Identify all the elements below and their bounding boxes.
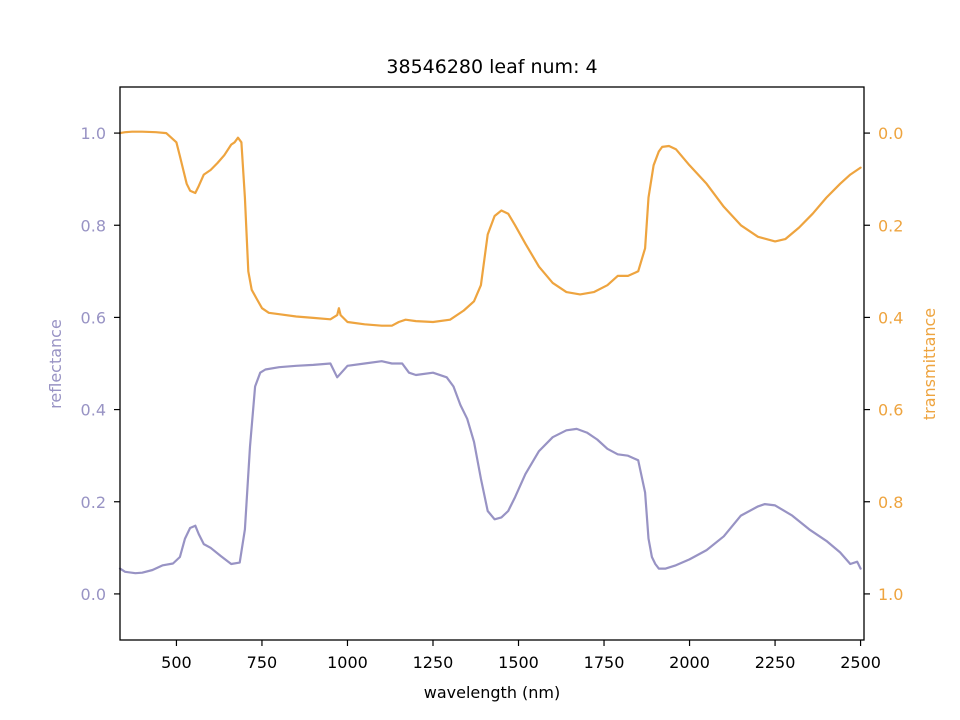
right-y-tick-label: 0.4 — [878, 308, 903, 327]
x-tick-label: 2250 — [755, 653, 796, 672]
x-axis-ticks: 500 750 1000 1250 1500 1750 2000 2250 2500 — [161, 640, 881, 672]
x-tick-label: 1250 — [413, 653, 454, 672]
x-tick-label: 750 — [247, 653, 278, 672]
chart-title: 38546280 leaf num: 4 — [386, 56, 597, 78]
right-y-tick-label: 0.0 — [878, 124, 903, 143]
reflectance-line — [118, 360, 862, 575]
x-tick-label: 500 — [161, 653, 192, 672]
right-y-tick-label: 1.0 — [878, 585, 903, 604]
left-y-tick-label: 1.0 — [81, 124, 106, 143]
left-y-tick-label: 0.2 — [81, 493, 106, 512]
left-y-axis-label: reflectance — [46, 319, 65, 409]
plot-area — [118, 86, 865, 641]
right-y-axis-ticks: 0.0 0.2 0.4 0.6 0.8 1.0 — [864, 124, 903, 604]
x-tick-label: 2500 — [840, 653, 881, 672]
plot-frame — [119, 86, 865, 641]
left-y-tick-label: 0.6 — [81, 308, 106, 327]
x-tick-label: 2000 — [669, 653, 710, 672]
right-y-tick-label: 0.2 — [878, 216, 903, 235]
left-y-tick-label: 0.8 — [81, 216, 106, 235]
x-tick-label: 1750 — [584, 653, 625, 672]
right-y-tick-label: 0.6 — [878, 401, 903, 420]
left-y-axis-ticks: 0.0 0.2 0.4 0.6 0.8 1.0 — [81, 124, 120, 604]
left-y-tick-label: 0.0 — [81, 585, 106, 604]
series-group — [118, 130, 862, 575]
x-tick-label: 1000 — [327, 653, 368, 672]
right-y-tick-label: 0.8 — [878, 493, 903, 512]
x-axis-label: wavelength (nm) — [424, 683, 561, 702]
x-tick-label: 1500 — [498, 653, 539, 672]
left-y-tick-label: 0.4 — [81, 401, 106, 420]
transmittance-line — [118, 130, 862, 327]
right-y-axis-label: transmittance — [920, 308, 939, 420]
